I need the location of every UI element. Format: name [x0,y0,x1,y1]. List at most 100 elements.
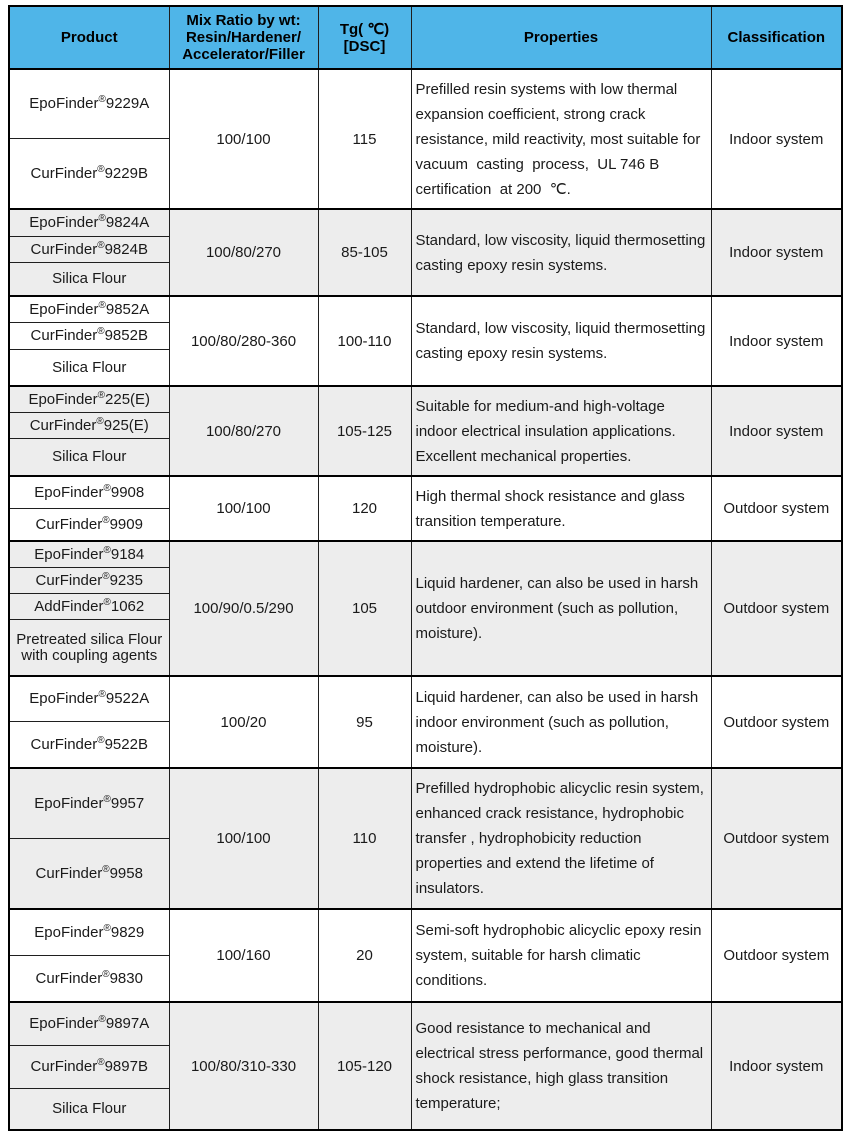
registered-trademark-symbol: ® [102,863,110,875]
product-group-6-row-0: EpoFinder®9522A 100/20 95 Liquid hardener, … [8,675,843,769]
tg-cell: 110 [317,767,412,910]
classification-cell: Indoor system [710,385,843,477]
registered-trademark-symbol: ® [103,482,111,494]
classification-cell: Indoor system [710,295,843,387]
mix-ratio-cell: 100/80/280-360 [168,295,319,387]
product-group-0-row-0: EpoFinder®9229A 100/100 115 Prefilled resin… [8,68,843,210]
registered-trademark-symbol: ® [102,968,110,980]
properties-cell: Semi-soft hydrophobic alicyclic epoxy re… [410,908,712,1003]
product-group-5-row-2: AddFinder®1062 [8,593,842,620]
header-cell-tg: Tg( ℃) [DSC] [317,5,412,70]
product-group-1-row-1: CurFinder®9824B [8,236,842,263]
mix-ratio-cell: 100/90/0.5/290 [168,540,319,677]
product-group-7-row-1: CurFinder®9958 [8,838,842,910]
product-cell: CurFinder®9522B [8,721,170,769]
registered-trademark-symbol: ® [103,596,111,608]
mix-ratio-cell: 100/100 [168,767,319,910]
product-group-2-row-0: EpoFinder®9852A 100/80/280-360 100-110 Stan… [8,295,843,387]
product-group-5-row-3: Pretreated silica Flour with coupling ag… [8,619,842,677]
product-cell: Silica Flour [8,438,170,477]
registered-trademark-symbol: ® [103,922,111,934]
classification-cell: Outdoor system [710,767,843,910]
mix-ratio-cell: 100/20 [168,675,319,769]
mix-ratio-cell: 100/80/310-330 [168,1001,319,1131]
tg-cell: 115 [317,68,412,210]
header-cell-product: Product [8,5,170,70]
tg-cell: 120 [317,475,412,542]
registered-trademark-symbol: ® [98,94,106,105]
properties-cell: Suitable for medium-and high-voltage ind… [410,385,712,477]
product-group-7-row-0: EpoFinder®9957 100/100 110 Prefilled hydrop… [8,767,843,910]
product-group-0-row-1: CurFinder®9229B [8,138,842,210]
registered-trademark-symbol: ® [97,389,106,401]
tg-cell: 85-105 [317,208,412,297]
properties-cell: High thermal shock resistance and glass … [410,475,712,542]
product-group-8-row-0: EpoFinder®9829 100/160 20 Semi-soft hydroph… [8,908,843,1003]
tg-cell: 105-120 [317,1001,412,1131]
product-cell: EpoFinder®9852A [8,295,170,323]
product-cell: CurFinder®9229B [8,138,170,210]
tg-cell: 95 [317,675,412,769]
product-cell: EpoFinder®9829 [8,908,170,956]
product-cell: EpoFinder®9824A [8,208,170,237]
product-cell: CurFinder®9897B [8,1045,170,1089]
product-cell: EpoFinder®9229A [8,68,170,139]
table-header: Product Mix Ratio by wt: Resin/Hardener/Ac… [8,5,843,70]
properties-cell: Good resistance to mechanical and electr… [410,1001,712,1131]
product-cell: CurFinder®925(E) [8,412,170,439]
registered-trademark-symbol: ® [98,1014,106,1025]
registered-trademark-symbol: ® [96,415,104,427]
classification-cell: Indoor system [710,1001,843,1131]
registered-trademark-symbol: ® [97,734,105,746]
registered-trademark-symbol: ® [97,239,105,251]
product-cell: CurFinder®9830 [8,955,170,1003]
product-group-9-row-0: EpoFinder®9897A 100/80/310-330 105-120 Good… [8,1001,843,1131]
registered-trademark-symbol: ® [97,326,105,337]
header-cell-properties: Properties [410,5,712,70]
product-cell: CurFinder®9824B [8,236,170,263]
registered-trademark-symbol: ® [103,793,111,805]
product-cell: EpoFinder®9957 [8,767,170,839]
product-cell: EpoFinder®9908 [8,475,170,509]
registered-trademark-symbol: ® [98,213,106,224]
properties-cell: Liquid hardener, can also be used in har… [410,540,712,677]
product-group-1-row-0: EpoFinder®9824A 100/80/270 85-105 Standard,… [8,208,843,297]
product-cell: EpoFinder®9897A [8,1001,170,1046]
tg-cell: 100-110 [317,295,412,387]
product-cell: Silica Flour [8,349,170,387]
product-cell: Pretreated silica Flour with coupling ag… [8,619,170,677]
product-cell: CurFinder®9958 [8,838,170,910]
registered-trademark-symbol: ® [103,544,111,556]
product-cell: EpoFinder®9522A [8,675,170,722]
product-cell: Silica Flour [8,262,170,297]
registered-trademark-symbol: ® [98,689,106,700]
header-row: Product Mix Ratio by wt: Resin/Hardener/Ac… [8,5,843,70]
product-group-2-row-2: Silica Flour [8,349,842,387]
product-cell: EpoFinder®225(E) [8,385,170,413]
product-group-3-row-1: CurFinder®925(E) [8,412,842,439]
product-group-3-row-2: Silica Flour [8,438,842,477]
properties-cell: Liquid hardener, can also be used in har… [410,675,712,769]
registered-trademark-symbol: ® [97,163,105,175]
product-cell: CurFinder®9235 [8,567,170,594]
product-group-5-row-1: CurFinder®9235 [8,567,842,594]
mix-ratio-cell: 100/160 [168,908,319,1003]
classification-cell: Outdoor system [710,908,843,1003]
tg-cell: 20 [317,908,412,1003]
registered-trademark-symbol: ® [98,299,106,311]
registered-trademark-symbol: ® [97,1057,105,1068]
product-group-5-row-0: EpoFinder®9184 100/90/0.5/290 105 Liquid ha… [8,540,843,677]
tg-cell: 105-125 [317,385,412,477]
properties-cell: Prefilled resin systems with low thermal… [410,68,712,210]
product-cell: EpoFinder®9184 [8,540,170,568]
mix-ratio-cell: 100/100 [168,475,319,542]
header-cell-classification: Classification [710,5,843,70]
product-cell: AddFinder®1062 [8,593,170,620]
table-body: EpoFinder®9229A 100/100 115 Prefilled resin… [8,68,843,1131]
classification-cell: Outdoor system [710,540,843,677]
properties-cell: Standard, low viscosity, liquid thermose… [410,295,712,387]
header-cell-mix-ratio: Mix Ratio by wt: Resin/Hardener/Accelerat… [168,5,319,70]
product-group-2-row-1: CurFinder®9852B [8,322,842,350]
product-group-4-row-0: EpoFinder®9908 100/100 120 High thermal sho… [8,475,843,542]
mix-ratio-cell: 100/100 [168,68,319,210]
